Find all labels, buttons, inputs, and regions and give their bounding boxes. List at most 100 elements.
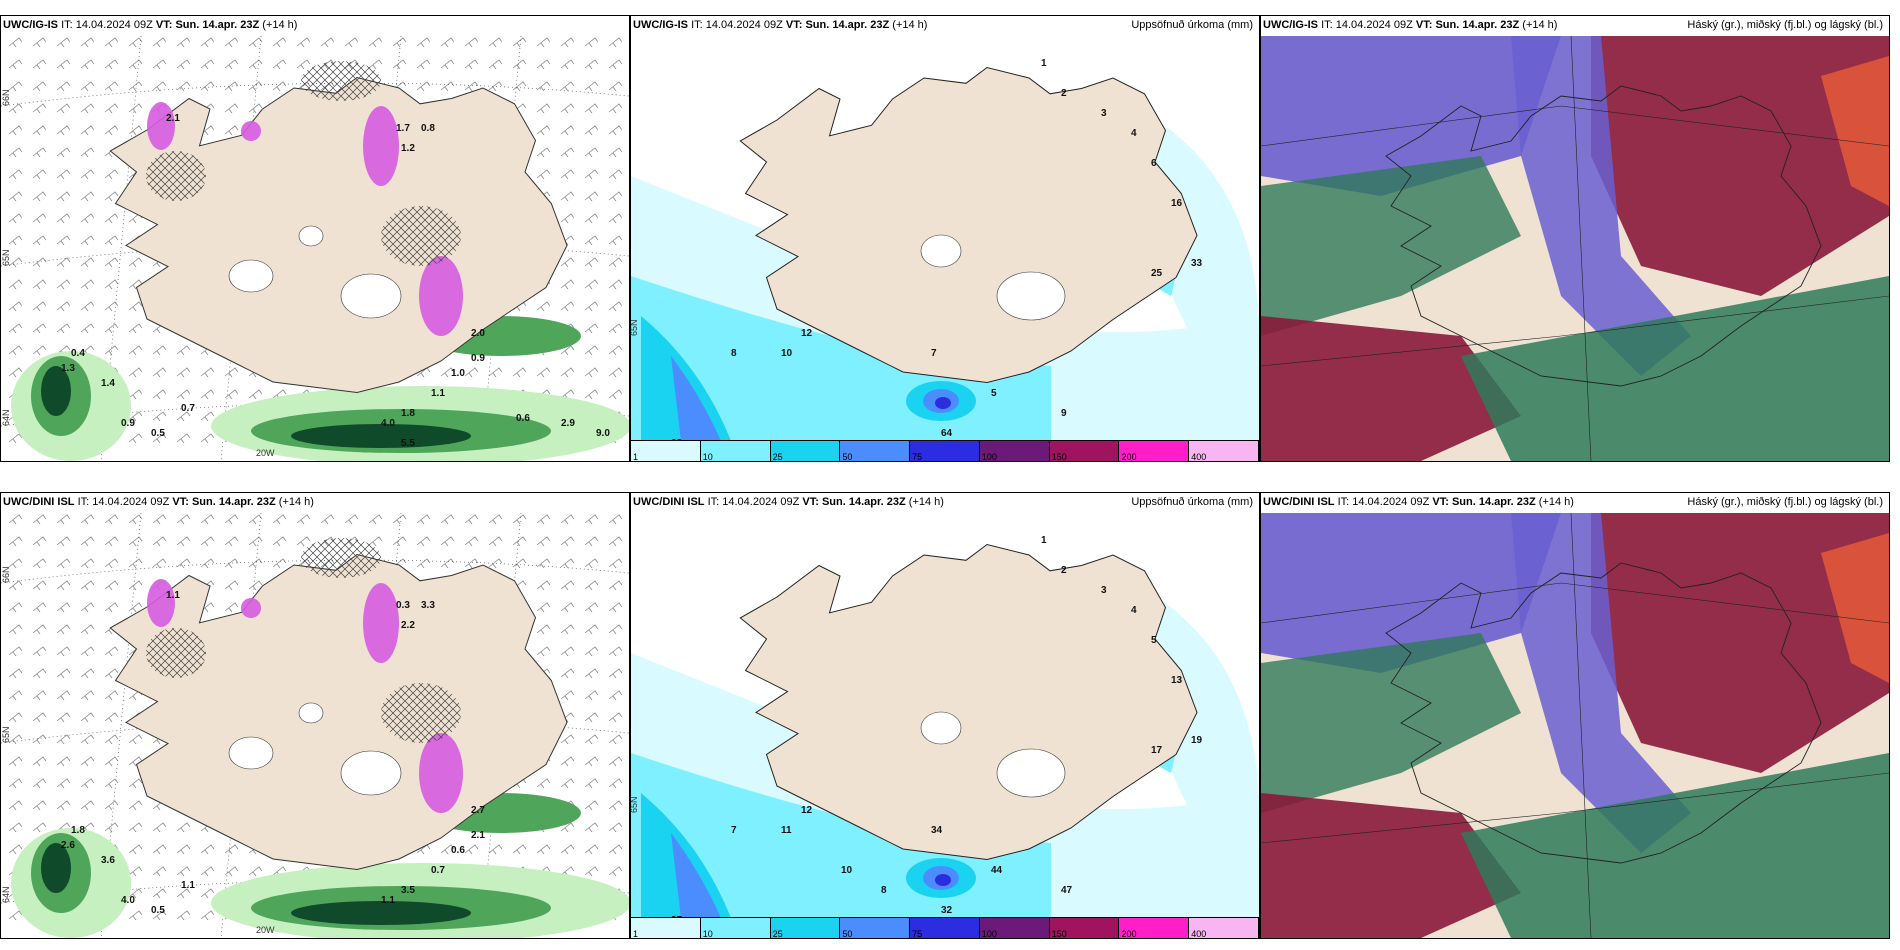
lead-time: (+14 h): [892, 19, 928, 31]
precip-colorbar: 1 10 25 50 75 100 150 200 400: [631, 917, 1259, 938]
cloud-layers: [1261, 513, 1889, 938]
precip-value-label: 1.1: [181, 880, 195, 891]
map-canvas: 65N12345711121317192732344447810: [631, 513, 1259, 926]
precip-value-label: 3: [1101, 585, 1107, 596]
colorbar-cell: 75: [910, 918, 980, 938]
precip-value-label: 2.9: [561, 418, 575, 429]
colorbar-cell: 1: [631, 918, 701, 938]
precip-value-label: 0.3: [396, 600, 410, 611]
colorbar-cell: 150: [1049, 441, 1120, 462]
valid-time-label: VT:: [1432, 496, 1449, 508]
precip-value-label: 2.0: [471, 328, 485, 339]
init-time-label: IT:: [77, 496, 90, 508]
cloud-layers: [1261, 36, 1889, 461]
precip-value-label: 0.6: [516, 413, 530, 424]
colorbar-cell: 400: [1189, 441, 1259, 461]
precip-value-label: 2.1: [166, 113, 180, 124]
model-name: UWC/IG-IS: [633, 19, 688, 31]
glaciers: [228, 702, 402, 796]
precip-field: [11, 793, 629, 938]
colorbar-cell: 400: [1189, 918, 1259, 938]
precip-value-label: 1: [1041, 535, 1047, 546]
panel-title: Háský (gr.), miðský (fj.bl.) og lágský (…: [1687, 496, 1883, 508]
lead-time: (+14 h): [1522, 19, 1558, 31]
valid-time-label: VT:: [172, 496, 189, 508]
colorbar-cell: 25: [770, 441, 841, 461]
precip-value-label: 0.7: [431, 865, 445, 876]
colorbar-label: 50: [842, 929, 853, 939]
colorbar-label: 1: [633, 929, 639, 939]
precip-value-label: 4.0: [381, 418, 395, 429]
precip-value-label: 8: [731, 348, 737, 359]
model-name: UWC/DINI ISL: [633, 496, 705, 508]
valid-time: Sun. 14.apr. 23Z: [175, 19, 260, 31]
precip-value-label: 0.7: [181, 403, 195, 414]
precip-value-label: 17: [1151, 745, 1163, 756]
precip-value-label: 9.0: [596, 428, 610, 439]
map-canvas: [1261, 36, 1889, 461]
precip-value-label: 64: [941, 428, 953, 439]
precip-value-label: 3: [1101, 108, 1107, 119]
colorbar-cell: 100: [979, 918, 1050, 939]
precip-value-label: 0.9: [121, 418, 135, 429]
precip-value-label: 0.5: [151, 428, 165, 439]
panel-ig-clouds: UWC/IG-IS IT: 14.04.2024 09Z VT: Sun. 14…: [1260, 15, 1890, 462]
precip-value-label: 4: [1131, 605, 1137, 616]
precip-value-label: 4: [1131, 128, 1137, 139]
precip-value-label: 19: [1191, 735, 1203, 746]
precip-value-label: 11: [781, 825, 792, 836]
valid-time-label: VT:: [1415, 19, 1433, 31]
lat-label: 64N: [1, 886, 11, 903]
lat-label: 64N: [1, 409, 11, 426]
init-time: 14.04.2024 09Z: [1335, 19, 1413, 31]
panel-ig-wind-precip: UWC/IG-IS IT: 14.04.2024 09Z VT: Sun. 14…: [0, 15, 630, 462]
lead-time: (+14 h): [1538, 496, 1574, 508]
precip-value-label: 1.7: [396, 123, 410, 134]
valid-time-label: VT:: [785, 19, 803, 31]
panel-header: UWC/IG-IS IT: 14.04.2024 09Z VT: Sun. 14…: [1263, 19, 1557, 31]
precip-value-label: 2.1: [471, 830, 485, 841]
precip-value-label: 1.4: [101, 378, 115, 389]
precip-value-label: 1.1: [381, 895, 395, 906]
lat-label: 66N: [1, 566, 11, 583]
panel-title: Uppsöfnuð úrkoma (mm): [1131, 19, 1253, 31]
colorbar-label: 100: [981, 929, 997, 939]
init-time: 14.04.2024 09Z: [1352, 496, 1430, 508]
panel-header: UWC/IG-IS IT: 14.04.2024 09Z VT: Sun. 14…: [633, 19, 927, 31]
lat-label: 65N: [631, 796, 639, 813]
precip-value-label: 2.6: [61, 840, 75, 851]
map-canvas: [1261, 513, 1889, 938]
lead-time: (+14 h): [262, 19, 298, 31]
precip-value-label: 7: [931, 348, 937, 359]
colorbar-label: 1: [633, 452, 639, 462]
colorbar-label: 200: [1121, 929, 1137, 939]
colorbar-cell: 1: [631, 441, 701, 461]
panel-title: Háský (gr.), miðský (fj.bl.) og lágský (…: [1687, 19, 1883, 31]
precip-value-label: 0.8: [421, 123, 435, 134]
valid-time: Sun. 14.apr. 23Z: [1451, 496, 1536, 508]
init-time: 14.04.2024 09Z: [722, 496, 800, 508]
model-name: UWC/IG-IS: [3, 19, 58, 31]
colorbar-label: 150: [1051, 452, 1067, 462]
precip-value-label: 7: [731, 825, 737, 836]
colorbar-cell: 150: [1049, 918, 1120, 939]
valid-time: Sun. 14.apr. 23Z: [805, 19, 890, 31]
precip-value-label: 2: [1061, 88, 1067, 99]
precip-value-label: 1.0: [451, 368, 465, 379]
colorbar-label: 50: [842, 452, 853, 462]
precip-value-label: 13: [1171, 675, 1183, 686]
precip-value-label: 25: [1151, 268, 1163, 279]
precip-value-label: 0.6: [451, 845, 465, 856]
map-canvas: 65N12346810121625336364759: [631, 36, 1259, 449]
precip-value-label: 6: [1151, 158, 1157, 169]
precip-value-label: 5: [1151, 635, 1157, 646]
colorbar-label: 150: [1051, 929, 1067, 939]
lat-label: 65N: [631, 319, 639, 336]
precip-value-label: 1.3: [61, 363, 75, 374]
init-time-label: IT:: [1321, 19, 1333, 31]
lead-time: (+14 h): [278, 496, 314, 508]
colorbar-label: 200: [1121, 452, 1137, 462]
panel-dini-clouds: UWC/DINI ISL IT: 14.04.2024 09Z VT: Sun.…: [1260, 492, 1890, 939]
valid-time: Sun. 14.apr. 23Z: [191, 496, 276, 508]
init-time-label: IT:: [691, 19, 703, 31]
